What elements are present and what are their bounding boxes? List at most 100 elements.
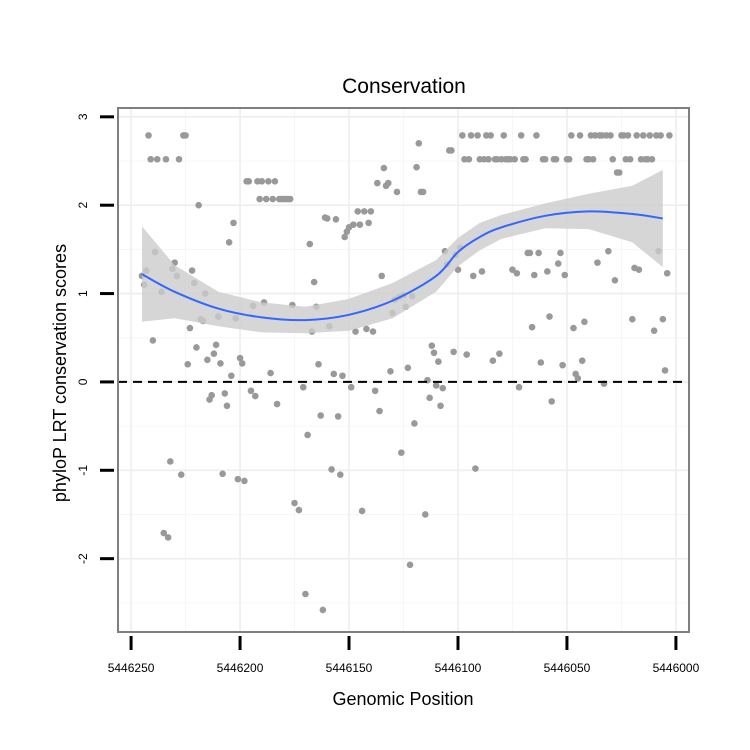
data-point [633,132,640,139]
data-point [153,155,161,163]
data-point [428,342,436,349]
data-point [291,499,298,507]
data-point [306,240,314,248]
data-point [245,178,253,185]
data-point [299,383,307,391]
data-point [526,249,534,257]
data-point [548,398,555,405]
data-point [605,247,612,255]
data-point [354,208,362,215]
data-point [162,155,170,163]
data-point [182,132,189,139]
data-point [415,140,423,147]
data-point [358,507,366,515]
data-point [411,420,418,427]
data-point [574,375,582,382]
data-point [557,249,564,257]
data-point [522,155,529,163]
data-point [236,354,244,362]
data-point [256,195,263,203]
data-point [258,178,266,185]
data-point [541,155,549,163]
data-point [219,470,226,478]
data-point [413,163,420,171]
data-point [352,328,359,335]
data-point [347,383,355,391]
data-point [225,239,233,246]
data-point [561,271,569,279]
x-tick-label: 5446150 [326,661,373,675]
data-point [195,201,202,209]
data-point [363,325,370,333]
x-tick-label: 5446050 [544,661,591,675]
data-point [302,590,309,598]
data-point [310,278,318,286]
y-tick-label: 2 [76,202,90,209]
data-point [193,344,200,351]
data-point [147,155,154,163]
data-point [609,155,617,163]
data-point [576,132,584,139]
data-point [330,370,338,378]
data-point [204,356,211,364]
data-point [238,360,246,367]
data-point [581,318,588,326]
x-tick-label: 5446250 [108,661,155,675]
data-point [208,391,216,399]
data-point [570,324,577,332]
data-point [546,313,553,320]
data-point [615,169,623,176]
data-point [635,266,643,274]
data-point [474,132,481,139]
data-point [265,178,272,185]
data-point [184,360,192,368]
data-point [554,260,562,267]
data-point [247,387,255,395]
data-point [646,132,654,139]
data-point [230,219,237,227]
plot-panel: -2 -1 0 1 2 3 5446250 5446200 5446150 5446100 5446… [76,107,700,675]
data-point [149,337,157,344]
y-axis-title: phyloP LRT conservation scores [50,244,70,502]
data-point [210,350,218,357]
data-point [378,272,386,280]
data-point [252,392,259,400]
data-point [145,132,152,139]
data-point [465,155,473,163]
data-point [511,155,518,163]
data-point [319,606,327,614]
x-tick-label: 5446000 [653,661,700,675]
data-point [513,269,521,277]
data-point [295,506,303,514]
data-point [419,188,427,196]
data-point [212,341,220,349]
data-point [559,361,566,369]
data-point [528,323,536,331]
data-point [241,477,248,485]
data-point [432,382,440,389]
data-point [659,315,667,323]
loess-trend-line [141,210,663,322]
data-point [217,360,224,367]
data-point [657,132,664,139]
data-point [404,364,412,372]
data-point [469,272,477,280]
panel-border [117,107,690,633]
data-point [467,132,475,139]
data-point [267,369,274,377]
data-point [384,179,392,187]
data-point [323,215,331,222]
data-point [500,132,508,139]
data-point [515,383,523,391]
data-point [369,328,377,335]
data-point [496,350,503,357]
x-tick-label: 5446100 [435,661,482,675]
data-point [666,132,673,139]
data-point [535,249,542,257]
data-point [380,164,388,172]
data-point [339,372,346,380]
data-point [544,268,551,275]
data-point [164,534,172,541]
